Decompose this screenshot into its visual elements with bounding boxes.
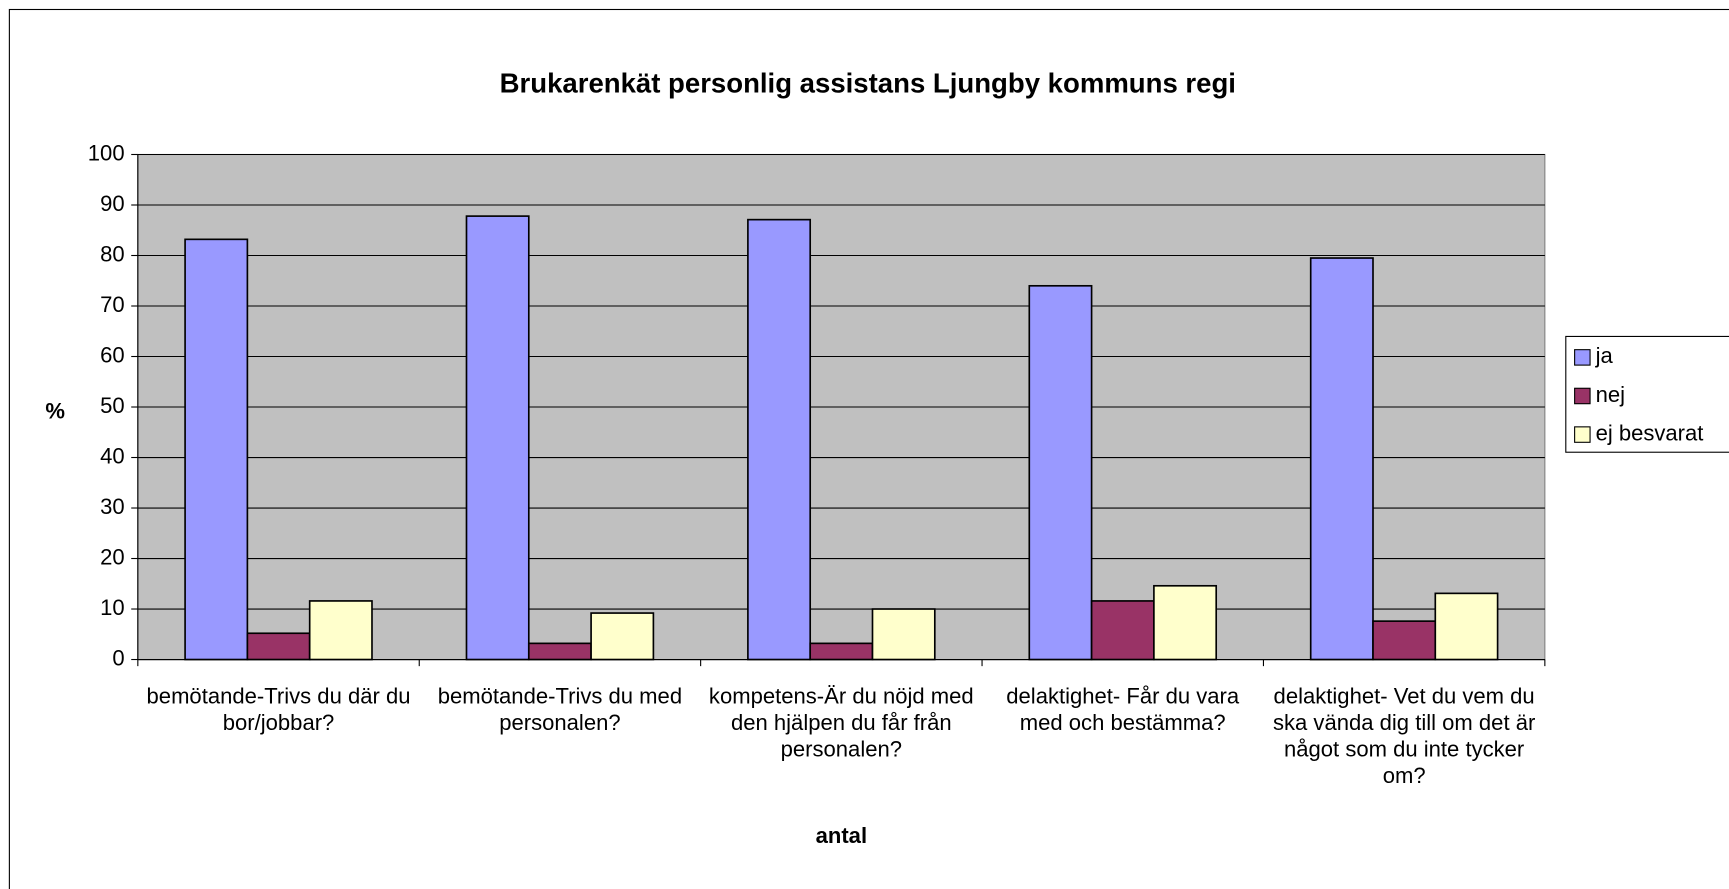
y-tick-label: 10 [100,595,125,620]
x-tick-label-box: delaktighet- Vet du vem du ska vända dig… [1272,684,1536,789]
bar [1372,620,1437,661]
x-tick-label-box: delaktighet- Får du vara med och bestämm… [1006,684,1240,736]
y-tick-label: 50 [100,393,125,418]
bar [184,238,249,661]
x-tick-label-box: bemötande-Trivs du där du bor/jobbar? [146,684,411,736]
bar [809,642,874,661]
bar [246,632,311,661]
bar [747,218,812,661]
bar [527,642,592,661]
bar [1090,600,1155,661]
y-tick-label: 30 [100,494,125,519]
x-tick-label: kompetens-Är du nöjd med den hjälpen du … [708,684,974,763]
y-tick-label: 60 [100,342,125,367]
y-tick-label: 80 [100,241,125,266]
legend-label: nej [1596,382,1625,407]
bar [1153,584,1218,661]
y-axis-label: % [45,398,65,423]
bar [1434,592,1499,661]
legend-box [1565,335,1729,453]
bar [590,612,655,661]
x-tick-label: delaktighet- Vet du vem du ska vända dig… [1272,684,1536,789]
chart-title: Brukarenkät personlig assistans Ljungby … [500,67,1236,98]
y-tick-label: 40 [100,443,125,468]
y-tick-label: 70 [100,292,125,317]
legend-swatch [1574,349,1591,366]
x-tick-label: bemötande-Trivs du med personalen? [437,684,683,736]
bar [465,215,530,661]
y-tick-label: 0 [112,645,124,670]
y-tick-label: 90 [100,191,125,216]
legend-label: ej besvarat [1596,420,1704,445]
y-tick-label: 20 [100,544,125,569]
bar [871,608,936,661]
x-tick-label-box: bemötande-Trivs du med personalen? [437,684,683,736]
legend-label: ja [1595,343,1614,368]
bar [1028,284,1093,661]
bar [308,600,373,661]
legend-swatch [1574,426,1591,443]
bar [1309,257,1374,661]
x-tick-label: bemötande-Trivs du där du bor/jobbar? [146,684,411,736]
legend-swatch [1574,387,1591,405]
y-tick-label: 100 [88,140,125,165]
x-axis-label: antal [816,823,867,848]
x-tick-label-box: kompetens-Är du nöjd med den hjälpen du … [708,684,974,763]
x-tick-label: delaktighet- Får du vara med och bestämm… [1006,684,1240,736]
